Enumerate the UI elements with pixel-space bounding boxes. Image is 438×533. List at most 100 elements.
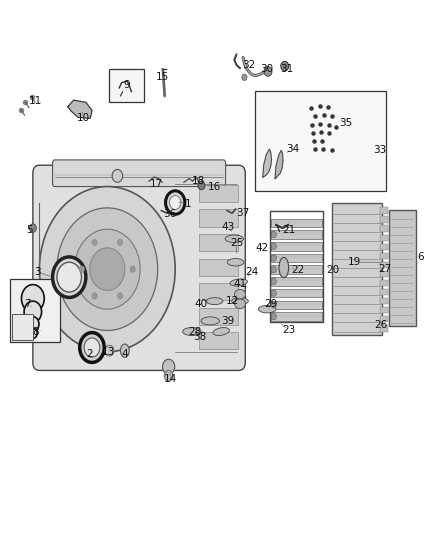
- Circle shape: [80, 333, 104, 362]
- Circle shape: [24, 301, 42, 322]
- Bar: [109, 69, 144, 102]
- Bar: [380, 244, 388, 250]
- Text: 25: 25: [230, 238, 243, 247]
- Polygon shape: [275, 150, 283, 179]
- Circle shape: [271, 290, 276, 296]
- Text: 36: 36: [163, 209, 177, 219]
- Text: 12: 12: [226, 296, 239, 306]
- Text: 34: 34: [286, 144, 299, 154]
- Bar: [271, 301, 322, 309]
- Circle shape: [198, 181, 205, 190]
- Text: 31: 31: [280, 64, 293, 74]
- Circle shape: [164, 370, 173, 381]
- Text: 33: 33: [374, 146, 387, 155]
- Text: 1: 1: [185, 199, 192, 208]
- Text: 27: 27: [378, 264, 391, 274]
- Bar: [199, 234, 238, 251]
- Text: 8: 8: [32, 327, 39, 336]
- Bar: [199, 209, 238, 227]
- Circle shape: [29, 224, 36, 232]
- Text: 7: 7: [24, 299, 31, 309]
- Circle shape: [117, 293, 123, 299]
- Circle shape: [271, 266, 276, 273]
- Text: 23: 23: [283, 326, 296, 335]
- Circle shape: [117, 239, 123, 246]
- Bar: [271, 289, 322, 297]
- Text: 17: 17: [150, 179, 163, 189]
- Text: 37: 37: [237, 208, 250, 218]
- Text: 32: 32: [242, 60, 255, 70]
- Circle shape: [271, 255, 276, 261]
- Bar: [271, 277, 322, 286]
- Text: 26: 26: [374, 320, 388, 330]
- Bar: [271, 242, 322, 251]
- Ellipse shape: [235, 299, 245, 309]
- Bar: [380, 316, 388, 322]
- Text: 19: 19: [348, 257, 361, 267]
- Circle shape: [271, 278, 276, 285]
- Circle shape: [39, 187, 175, 352]
- Circle shape: [21, 285, 44, 312]
- FancyBboxPatch shape: [33, 165, 245, 370]
- Text: 11: 11: [29, 96, 42, 106]
- Text: 4: 4: [121, 350, 128, 359]
- Text: 29: 29: [264, 299, 277, 309]
- Bar: [199, 332, 238, 349]
- Ellipse shape: [225, 235, 244, 243]
- Bar: [12, 314, 33, 340]
- Circle shape: [281, 61, 289, 71]
- Text: 13: 13: [102, 347, 115, 357]
- Text: 20: 20: [326, 265, 339, 274]
- FancyBboxPatch shape: [255, 91, 386, 191]
- Bar: [380, 280, 388, 286]
- FancyBboxPatch shape: [53, 160, 226, 187]
- Circle shape: [162, 359, 175, 374]
- Circle shape: [264, 67, 272, 76]
- Bar: [332, 203, 382, 335]
- Bar: [380, 216, 388, 223]
- Text: 15: 15: [155, 72, 169, 82]
- Text: 3: 3: [34, 267, 41, 277]
- Circle shape: [90, 248, 125, 290]
- Text: 6: 6: [417, 252, 424, 262]
- Ellipse shape: [201, 317, 219, 325]
- Ellipse shape: [279, 257, 289, 278]
- Text: 22: 22: [291, 265, 304, 274]
- Bar: [380, 235, 388, 241]
- Bar: [380, 307, 388, 313]
- Ellipse shape: [183, 327, 201, 336]
- Bar: [380, 289, 388, 295]
- Text: 16: 16: [208, 182, 221, 191]
- Circle shape: [271, 313, 276, 320]
- Ellipse shape: [230, 279, 247, 286]
- Circle shape: [27, 317, 39, 332]
- Bar: [380, 225, 388, 232]
- Circle shape: [170, 196, 181, 209]
- Circle shape: [84, 338, 100, 357]
- Bar: [380, 298, 388, 304]
- Bar: [199, 259, 238, 276]
- Bar: [271, 219, 322, 227]
- Bar: [380, 262, 388, 268]
- Ellipse shape: [213, 328, 230, 335]
- Text: 30: 30: [261, 64, 274, 74]
- Circle shape: [79, 266, 85, 272]
- Ellipse shape: [227, 259, 244, 266]
- Bar: [380, 207, 388, 214]
- Text: 41: 41: [233, 279, 247, 288]
- Circle shape: [74, 229, 140, 309]
- Text: 40: 40: [194, 299, 207, 309]
- Text: 24: 24: [245, 267, 258, 277]
- Bar: [271, 230, 322, 239]
- Text: 10: 10: [77, 114, 90, 123]
- Circle shape: [271, 302, 276, 308]
- Ellipse shape: [235, 289, 245, 299]
- Bar: [271, 254, 322, 262]
- Bar: [199, 185, 238, 202]
- Circle shape: [53, 257, 86, 297]
- Polygon shape: [263, 149, 272, 177]
- Circle shape: [271, 243, 276, 249]
- Bar: [199, 283, 238, 300]
- Text: 28: 28: [188, 327, 201, 336]
- Circle shape: [130, 266, 135, 272]
